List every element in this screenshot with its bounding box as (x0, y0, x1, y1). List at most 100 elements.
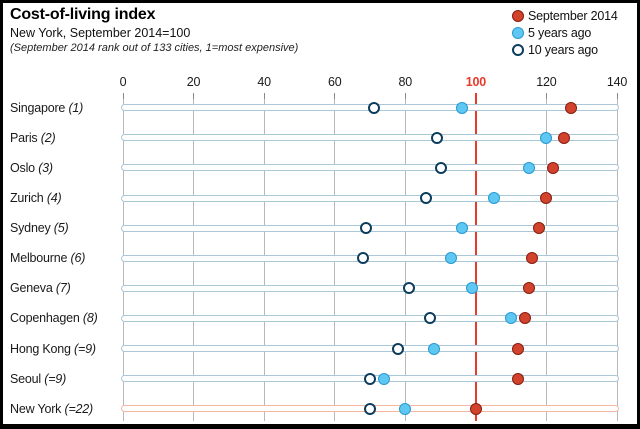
chart-title: Cost-of-living index (10, 6, 156, 23)
dot-september-2014 (522, 282, 535, 295)
row-track (121, 314, 619, 322)
dot-ten-years-ago (392, 342, 405, 355)
dot-five-years-ago (505, 312, 518, 325)
axis-tick (193, 93, 195, 99)
dot-five-years-ago (522, 161, 535, 174)
dot-september-2014 (540, 192, 553, 204)
ten-years-ago-marker-icon (512, 43, 524, 56)
five-years-ago-marker-icon (512, 26, 524, 39)
dot-september-2014 (558, 131, 571, 144)
row-rank: (3) (38, 160, 53, 175)
september-2014-marker-icon (512, 9, 524, 22)
dot-ten-years-ago (367, 101, 380, 114)
axis-tick (404, 93, 406, 99)
row-label: Copenhagen (8) (10, 310, 98, 326)
row-label: Paris (2) (10, 130, 56, 146)
row-rank: (=9) (44, 371, 67, 386)
dot-five-years-ago (540, 131, 553, 144)
row-rank: (8) (82, 311, 98, 326)
x-axis-tick-label: 120 (536, 75, 557, 89)
dot-five-years-ago (378, 372, 391, 385)
row-label: Oslo (3) (10, 160, 53, 176)
x-axis-tick-label: 100 (465, 75, 486, 89)
row-city: Melbourne (10, 251, 71, 266)
row-label: Melbourne (6) (10, 250, 85, 266)
x-axis-tick-label: 60 (327, 75, 342, 89)
row-label: Sydney (5) (10, 220, 69, 236)
row-city: Geneva (10, 281, 56, 296)
row-rank: (6) (70, 251, 86, 266)
row-rank: (=22) (64, 401, 94, 416)
dot-five-years-ago (487, 192, 500, 204)
axis-tick (545, 93, 547, 99)
row-city: Seoul (10, 371, 45, 386)
axis-tick (616, 93, 618, 99)
row-label: New York (=22) (10, 401, 93, 417)
dot-september-2014 (533, 222, 546, 235)
dot-september-2014 (512, 342, 525, 355)
row-city: Singapore (10, 100, 69, 115)
axis-tick (263, 93, 265, 99)
row-city: Sydney (10, 221, 54, 236)
row-rank: (1) (68, 100, 84, 115)
dot-five-years-ago (427, 342, 440, 355)
dot-five-years-ago (455, 222, 468, 235)
dot-september-2014 (526, 252, 539, 265)
chart-canvas: Cost-of-living index New York, September… (3, 3, 637, 424)
row-label: Singapore (1) (10, 100, 83, 116)
dot-ten-years-ago (356, 252, 369, 265)
x-axis-tick-label: 40 (257, 75, 271, 89)
row-label: Hong Kong (=9) (10, 341, 96, 357)
legend-item-10-years-ago: 10 years ago (512, 41, 618, 58)
dot-september-2014 (547, 161, 560, 174)
legend-item-5-years-ago: 5 years ago (512, 24, 618, 41)
x-axis-tick-label: 20 (186, 75, 201, 89)
dot-five-years-ago (455, 101, 468, 114)
dot-ten-years-ago (360, 222, 373, 235)
row-track (121, 345, 619, 352)
row-track (121, 164, 619, 172)
legend: September 2014 5 years ago 10 years ago (512, 7, 618, 58)
dot-five-years-ago (466, 282, 479, 295)
row-city: Oslo (10, 160, 39, 175)
row-rank: (4) (46, 191, 62, 205)
row-track (121, 254, 619, 262)
dot-five-years-ago (399, 402, 412, 415)
axis-tick (122, 93, 124, 99)
dot-ten-years-ago (420, 192, 433, 204)
legend-label: 5 years ago (528, 25, 592, 40)
row-city: Paris (10, 130, 41, 145)
row-rank: (5) (53, 221, 69, 236)
dot-ten-years-ago (434, 161, 447, 174)
chart-subtitle: New York, September 2014=100 (10, 26, 191, 40)
x-axis-tick-label: 80 (398, 75, 413, 89)
x-axis-tick-label: 140 (606, 75, 628, 89)
chart-background: Cost-of-living index New York, September… (3, 3, 637, 424)
dot-september-2014 (469, 402, 482, 415)
row-label: Zurich (4) (10, 190, 62, 206)
row-rank: (2) (40, 130, 56, 145)
dot-ten-years-ago (431, 131, 444, 144)
row-label: Geneva (7) (10, 280, 71, 296)
row-label: Seoul (=9) (10, 371, 66, 387)
chart-note: (September 2014 rank out of 133 cities, … (10, 42, 299, 54)
axis-tick (334, 93, 336, 99)
row-track (121, 134, 619, 142)
row-rank: (7) (55, 281, 71, 296)
dot-ten-years-ago (423, 312, 436, 325)
dot-ten-years-ago (364, 402, 376, 415)
dot-ten-years-ago (402, 282, 415, 295)
legend-label: 10 years ago (528, 42, 598, 57)
dot-ten-years-ago (364, 372, 376, 385)
row-city: Zurich (10, 191, 47, 205)
x-axis-tick-label: 0 (119, 75, 127, 89)
row-track (121, 284, 619, 292)
row-city: Hong Kong (10, 341, 75, 356)
row-track (121, 194, 619, 202)
row-rank: (=9) (74, 341, 96, 356)
dot-september-2014 (512, 372, 525, 385)
legend-label: September 2014 (528, 8, 618, 23)
dot-september-2014 (519, 312, 532, 325)
legend-item-september-2014: September 2014 (512, 7, 618, 24)
